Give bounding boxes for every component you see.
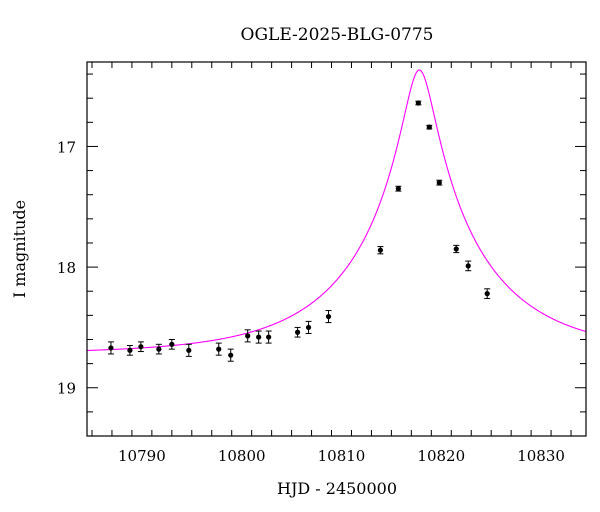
x-tick-label: 10820 — [417, 447, 465, 465]
data-point — [294, 329, 301, 335]
x-tick-label: 10830 — [517, 447, 565, 465]
x-tick-label: 10790 — [118, 447, 166, 465]
data-point — [228, 352, 234, 358]
data-point — [377, 247, 384, 253]
data-point — [108, 345, 114, 351]
data-point — [138, 344, 144, 350]
model-curve — [86, 69, 587, 352]
model-curve-layer — [86, 69, 587, 352]
data-point — [256, 334, 262, 340]
data-point — [484, 291, 490, 297]
data-point — [325, 313, 332, 320]
data-point — [426, 124, 432, 130]
x-axis-label: HJD - 2450000 — [277, 479, 397, 498]
y-axis-label: I magnitude — [10, 200, 29, 298]
x-tick-label: 10810 — [318, 447, 366, 465]
data-point — [453, 246, 459, 252]
axis-tick-labels: 10790 10800 10810 10820 10830 17 18 19 — [57, 138, 565, 465]
data-point — [156, 346, 162, 352]
data-point — [266, 334, 272, 340]
data-point — [436, 180, 442, 186]
data-point — [395, 186, 401, 192]
y-tick-label: 19 — [57, 380, 76, 398]
data-point — [216, 346, 222, 352]
data-point — [245, 333, 251, 339]
axis-ticks — [87, 62, 586, 437]
x-tick-label: 10800 — [218, 447, 266, 465]
data-points-layer — [107, 100, 491, 362]
data-point — [415, 100, 421, 106]
y-tick-label: 17 — [57, 138, 76, 156]
y-tick-label: 18 — [57, 259, 76, 277]
data-point — [169, 341, 175, 347]
data-point — [465, 263, 471, 269]
plot-frame — [86, 61, 587, 437]
chart-title: OGLE-2025-BLG-0775 — [241, 25, 434, 45]
data-point — [305, 324, 312, 331]
data-point — [186, 347, 192, 353]
data-point — [127, 347, 133, 353]
